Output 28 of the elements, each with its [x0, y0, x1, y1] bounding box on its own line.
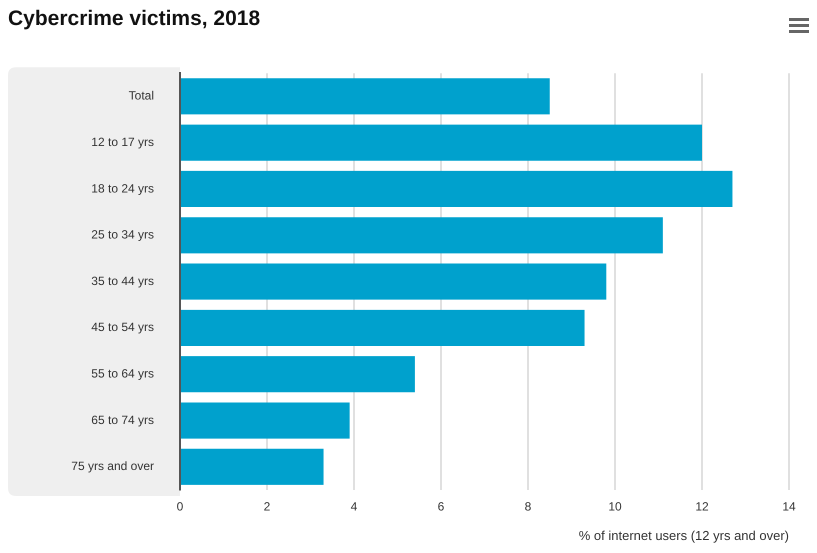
y-tick-label: 75 yrs and over — [71, 459, 154, 474]
bar — [181, 78, 550, 114]
y-tick-label: Total — [128, 88, 154, 103]
x-tick-label: 2 — [264, 500, 271, 514]
bar — [181, 402, 350, 439]
x-tick-label: 0 — [176, 500, 184, 514]
bar — [181, 310, 585, 346]
y-tick-label: 65 to 74 yrs — [91, 412, 154, 427]
bar — [181, 448, 324, 485]
y-tick-label: 55 to 64 yrs — [91, 366, 154, 381]
x-axis-title: % of internet users (12 yrs and over) — [578, 528, 789, 543]
chart-title: Cybercrime victims, 2018 — [8, 7, 262, 32]
x-tick-label: 10 — [608, 500, 622, 514]
y-tick-label: 18 to 24 yrs — [91, 181, 154, 196]
bar — [181, 124, 702, 161]
y-tick-label: 12 to 17 yrs — [91, 134, 154, 149]
y-tick-label: 25 to 34 yrs — [91, 228, 154, 242]
x-tick-label: 8 — [524, 500, 532, 514]
bar — [181, 170, 732, 208]
x-tick-label: 6 — [438, 500, 445, 514]
bar — [181, 217, 663, 254]
x-tick-label: 12 — [695, 500, 709, 514]
x-tick-label: 14 — [782, 500, 796, 514]
bar — [181, 356, 415, 392]
bar — [181, 264, 606, 300]
y-tick-label: 35 to 44 yrs — [91, 274, 154, 288]
x-tick-label: 4 — [350, 500, 358, 514]
y-tick-label: 45 to 54 yrs — [91, 320, 154, 334]
